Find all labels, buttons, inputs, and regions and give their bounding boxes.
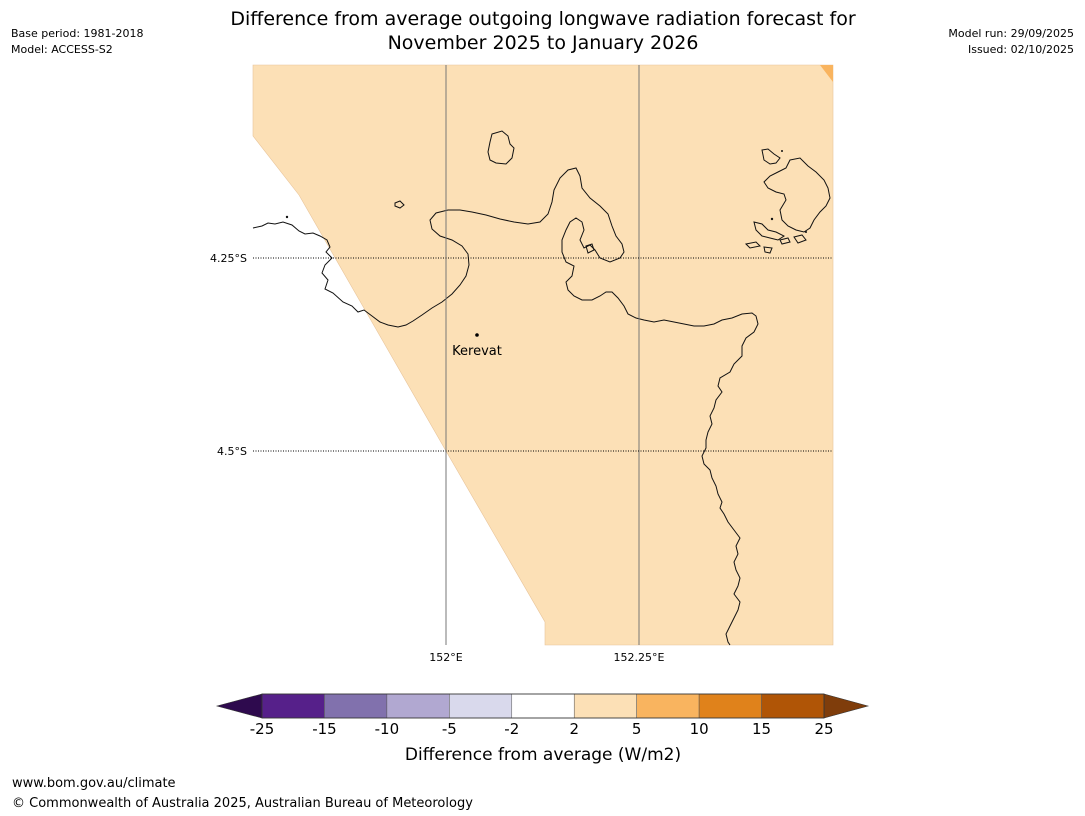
island-small-1 <box>753 221 785 241</box>
islet-dot-2 <box>781 150 783 152</box>
colorbar-bin <box>324 693 388 719</box>
model-text: Model: ACCESS-S2 <box>11 43 113 56</box>
lat-label-4-25s: 4.25°S <box>210 252 247 265</box>
colorbar-bin <box>573 693 637 719</box>
colorbar-tick-label: -5 <box>441 720 457 738</box>
colorbar-tick-label: -15 <box>312 720 337 738</box>
island-northeast-main <box>763 157 831 233</box>
colorbar-bin <box>386 693 450 719</box>
place-label-kerevat: Kerevat <box>452 344 502 359</box>
colorbar-title: Difference from average (W/m2) <box>404 745 682 765</box>
anomaly-fill-region <box>252 64 834 646</box>
colorbar-bin <box>261 693 325 719</box>
colorbar-bin <box>761 693 825 719</box>
coastline <box>252 130 831 646</box>
island-north <box>487 130 515 165</box>
colorbar-bin <box>449 693 513 719</box>
colorbar-under-arrow <box>215 693 263 719</box>
islet-west <box>394 200 405 209</box>
island-small-5 <box>793 234 807 244</box>
colorbar-bin <box>698 693 762 719</box>
lon-label-152-25e: 152.25°E <box>614 651 665 664</box>
colorbar-tick-label: 25 <box>814 720 834 738</box>
colorbar-tick-label: 15 <box>752 720 772 738</box>
title-line-2: November 2025 to January 2026 <box>387 32 699 54</box>
colorbar-bin <box>511 693 575 719</box>
colorbar-tick-label: 10 <box>689 720 709 738</box>
model-run-text: Model run: 29/09/2025 <box>948 27 1074 40</box>
page-title: Difference from average outgoing longwav… <box>143 7 943 55</box>
place-marker-kerevat <box>475 333 479 337</box>
anomaly-corner-region <box>820 65 833 82</box>
colorbar-tick-label: -25 <box>249 720 275 738</box>
colorbar <box>215 693 870 719</box>
colorbar-tick-label: 5 <box>631 720 642 738</box>
islet-dot-1 <box>285 215 289 219</box>
colorbar-bin <box>636 693 700 719</box>
island-small-4 <box>779 237 791 245</box>
colorbar-outline <box>261 693 825 719</box>
issued-text: Issued: 02/10/2025 <box>967 43 1074 56</box>
meta-left: Base period: 1981-2018 Model: ACCESS-S2 <box>11 26 143 58</box>
island-small-2 <box>744 241 762 249</box>
colorbar-tick-label: 2 <box>569 720 579 738</box>
meta-right: Model run: 29/09/2025 Issued: 02/10/2025 <box>948 26 1074 58</box>
colorbar-tick-label: -10 <box>374 720 400 738</box>
lat-label-4-5s: 4.5°S <box>217 445 247 458</box>
colorbar-tick-label: -2 <box>504 720 520 738</box>
islet-crater <box>585 243 595 254</box>
colorbar-over-arrow <box>823 693 870 719</box>
footer-copyright: © Commonwealth of Australia 2025, Austra… <box>12 796 473 811</box>
coastline-west <box>252 167 759 646</box>
graticule <box>253 65 833 645</box>
island-small-3 <box>763 246 773 254</box>
footer-url[interactable]: www.bom.gov.au/climate <box>12 776 176 791</box>
base-period-text: Base period: 1981-2018 <box>11 27 144 40</box>
lon-label-152e: 152°E <box>429 651 462 664</box>
islet-dot-4 <box>805 231 807 233</box>
island-northeast <box>761 148 781 165</box>
map-panel: 4.25°S 4.5°S 152°E 152.25°E Kerevat <box>210 64 834 664</box>
title-line-1: Difference from average outgoing longwav… <box>230 8 856 30</box>
islet-dot-3 <box>770 217 774 221</box>
